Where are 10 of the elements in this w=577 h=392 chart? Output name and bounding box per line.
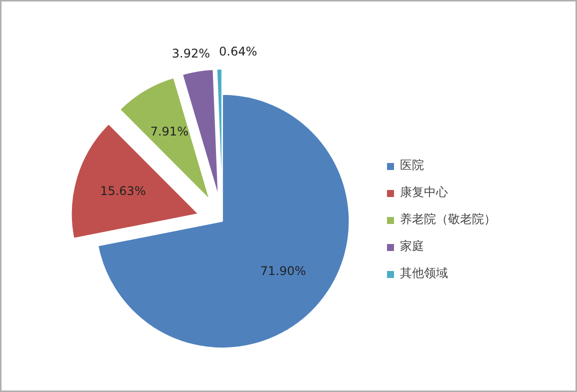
legend-label: 医院	[400, 157, 424, 174]
data-label: 71.90%	[260, 264, 306, 278]
legend-label: 康复中心	[400, 184, 448, 201]
data-label: 3.92%	[172, 46, 210, 61]
data-label: 15.63%	[100, 184, 146, 198]
legend-label: 其他领域	[400, 265, 448, 282]
data-label: 0.64%	[219, 44, 258, 58]
legend-label: 养老院（敬老院）	[400, 211, 496, 228]
legend-label: 家庭	[400, 238, 424, 255]
data-label: 7.91%	[150, 124, 188, 139]
